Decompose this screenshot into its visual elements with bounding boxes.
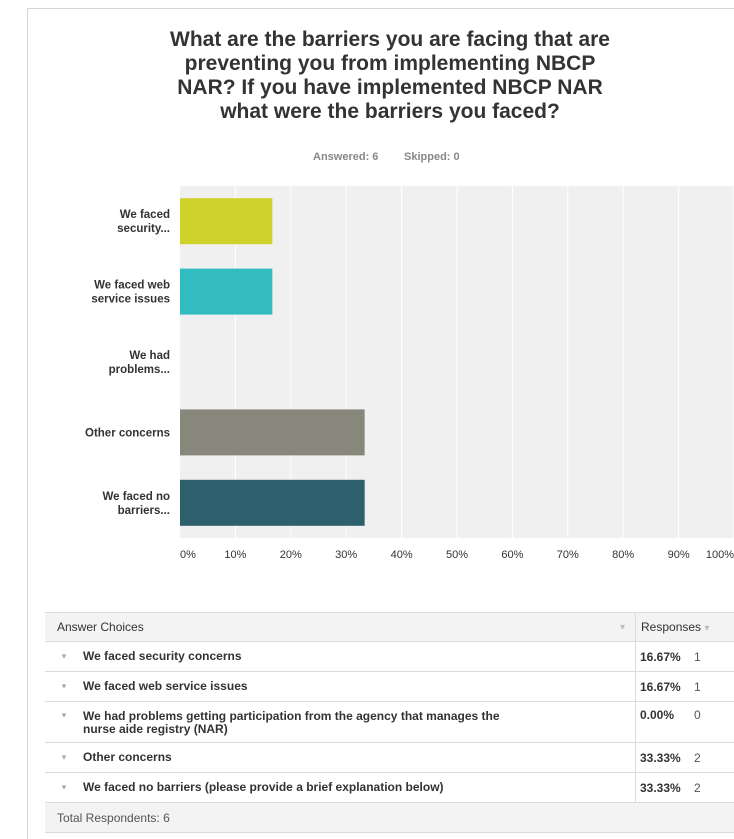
x-tick-label: 10%	[224, 549, 246, 561]
choice-label: We faced no barriers (please provide a b…	[83, 780, 444, 794]
category-label: We faced	[120, 209, 170, 221]
response-percent: 33.33%	[640, 780, 681, 795]
title-line: NAR? If you have implemented NBCP NAR	[177, 76, 603, 99]
question-title: What are the barriers you are facing tha…	[120, 28, 660, 124]
category-label: service issues	[91, 294, 170, 306]
x-tick-label: 0%	[180, 549, 196, 561]
chevron-down-icon[interactable]: ▾	[61, 782, 67, 792]
category-label: Other concerns	[85, 427, 170, 439]
chevron-down-icon[interactable]: ▾	[61, 651, 67, 661]
table-row: ▾ We faced security concerns 16.67% 1	[45, 641, 734, 672]
table-row: ▾ We had problems getting participation f…	[45, 701, 734, 743]
answer-choices-header: Answer Choices	[57, 620, 144, 634]
response-count: 1	[694, 679, 701, 694]
x-tick-label: 90%	[668, 549, 690, 561]
sort-chevron-icon[interactable]: ▾	[704, 623, 710, 634]
category-label: We faced web	[94, 280, 170, 292]
response-percent: 33.33%	[640, 750, 681, 765]
response-percent: 16.67%	[640, 679, 681, 694]
category-label: barriers...	[118, 505, 170, 517]
response-count: 0	[694, 708, 701, 722]
choice-label: We faced security concerns	[83, 649, 242, 663]
skipped-count: Skipped: 0	[404, 151, 460, 163]
bar	[180, 198, 273, 245]
response-percent: 0.00%	[640, 708, 675, 722]
total-respondents: Total Respondents: 6	[57, 810, 170, 825]
category-label: security...	[117, 223, 170, 235]
x-tick-label: 40%	[391, 549, 413, 561]
question-panel	[27, 8, 734, 839]
answered-count: Answered: 6	[313, 151, 379, 163]
chevron-down-icon[interactable]: ▾	[61, 710, 67, 720]
x-tick-label: 20%	[280, 549, 302, 561]
chevron-down-icon[interactable]: ▾	[61, 752, 67, 762]
table-footer-row: Total Respondents: 6	[45, 802, 734, 833]
table-header-row: Answer Choices ▾ Responses ▾	[45, 612, 734, 642]
table-row: ▾ We faced no barriers (please provide a …	[45, 772, 734, 803]
choice-label: Other concerns	[83, 750, 172, 764]
title-line: What are the barriers you are facing tha…	[170, 28, 610, 51]
title-line: what were the barriers you faced?	[220, 100, 560, 123]
bar	[180, 479, 365, 526]
table-row: ▾ Other concerns 33.33% 2	[45, 742, 734, 773]
x-tick-label: 60%	[501, 549, 523, 561]
category-label: We faced no	[102, 491, 170, 503]
response-count: 1	[694, 649, 701, 664]
category-label: We had	[129, 350, 170, 362]
x-tick-label: 80%	[612, 549, 634, 561]
response-count: 2	[694, 780, 701, 795]
x-tick-label: 50%	[446, 549, 468, 561]
table-row: ▾ We faced web service issues 16.67% 1	[45, 671, 734, 702]
bar	[180, 268, 273, 315]
response-percent: 16.67%	[640, 649, 681, 664]
x-tick-label: 100%	[706, 549, 734, 561]
bar	[180, 409, 365, 456]
chevron-down-icon[interactable]: ▾	[61, 681, 67, 691]
x-tick-label: 70%	[557, 549, 579, 561]
choice-label: We had problems getting participation fr…	[83, 709, 500, 736]
category-label: problems...	[109, 364, 170, 376]
answer-table: Answer Choices ▾ Responses ▾ ▾ We faced s…	[45, 612, 734, 833]
x-tick-label: 30%	[335, 549, 357, 561]
title-line: preventing you from implementing NBCP	[184, 52, 596, 75]
bar-chart: 0% 10% 20% 30% 40% 50% 60% 70% 80% 90% 100% We face…	[85, 186, 734, 561]
responses-header: Responses	[641, 620, 702, 634]
response-count: 2	[694, 750, 701, 765]
sort-chevron-icon[interactable]: ▾	[619, 621, 625, 633]
choice-label: We faced web service issues	[83, 679, 248, 693]
